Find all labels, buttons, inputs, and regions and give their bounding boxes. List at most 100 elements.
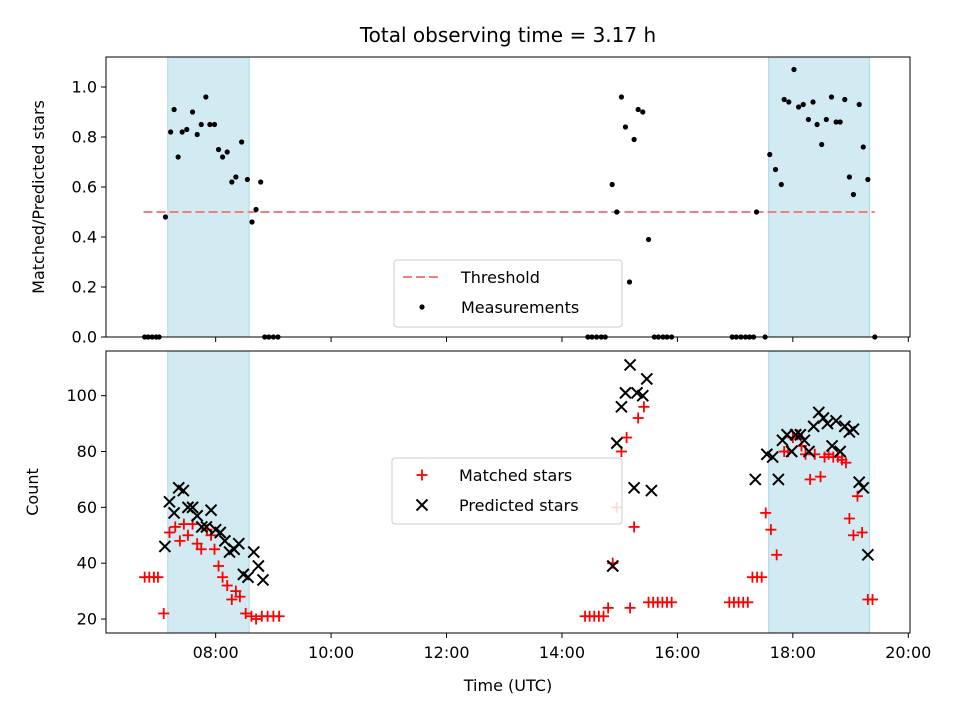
marker-stroke — [772, 473, 785, 486]
matched-star-marker — [250, 613, 262, 625]
predicted-star-marker — [829, 414, 843, 428]
predicted-star-marker — [623, 358, 637, 372]
measurement-point — [796, 104, 802, 110]
marker-stroke — [167, 506, 181, 520]
marker-stroke — [232, 537, 245, 550]
predicted-star-marker — [857, 481, 870, 495]
matched-star-marker — [756, 571, 768, 583]
predicted-star-marker — [415, 498, 429, 512]
y-tick-label: 100 — [66, 386, 97, 405]
marker-stroke — [636, 389, 649, 402]
matched-star-marker — [742, 596, 754, 608]
predicted-star-marker — [158, 540, 172, 553]
measurement-point — [842, 96, 848, 103]
shaded-interval — [167, 56, 250, 338]
matched-star-marker — [765, 524, 777, 536]
measurement-point — [229, 179, 235, 185]
marker-stroke — [798, 434, 811, 447]
y-tick-label: 0.6 — [72, 178, 97, 197]
x-tick-label: 08:00 — [193, 643, 239, 662]
x-tick-label: 16:00 — [654, 643, 700, 662]
y-tick-label: 0.0 — [72, 328, 97, 347]
predicted-star-marker — [794, 428, 807, 441]
marker-stroke — [256, 573, 270, 587]
predicted-star-marker — [606, 559, 619, 573]
predicted-star-marker — [177, 484, 190, 497]
predicted-star-marker — [749, 473, 762, 486]
matched-star-marker — [598, 610, 610, 622]
measurement-point — [233, 174, 239, 180]
measurement-point — [198, 121, 204, 128]
marker-stroke — [847, 422, 860, 436]
measurement-point — [179, 129, 185, 135]
predicted-star-marker — [645, 484, 658, 497]
measurement-point — [865, 176, 871, 183]
bottom-panel: 20 40 60 80 100 08:00 10:00 12:00 14:00 16:00 18:… — [23, 350, 931, 695]
predicted-star-marker — [785, 445, 798, 458]
matched-star-marker — [230, 585, 242, 597]
shaded-interval — [768, 350, 871, 634]
predicted-star-marker — [640, 372, 654, 386]
top-legend: Threshold Measurements — [393, 259, 623, 328]
measurement-point — [850, 191, 857, 198]
bottom-x-axis: 08:00 10:00 12:00 14:00 16:00 18:00 20:00 — [193, 633, 931, 662]
legend-box — [391, 457, 623, 525]
bottom-legend: Matched stars Predicted stars — [391, 457, 623, 525]
measurement-point — [819, 141, 825, 148]
top-panel: 0.0 0.2 0.4 0.6 0.8 1.0 Matched/Predicted sta… — [29, 56, 911, 347]
matched-star-marker — [666, 596, 678, 608]
predicted-star-marker — [167, 506, 181, 520]
predicted-star-marker — [247, 545, 260, 559]
measurement-point — [253, 206, 259, 213]
predicted-star-marker — [861, 548, 875, 562]
predicted-star-marker — [802, 445, 816, 458]
legend-measurements-swatch — [419, 304, 425, 310]
measurement-point — [258, 179, 264, 185]
marker-stroke — [200, 520, 213, 534]
measurement-point — [640, 109, 646, 115]
matched-star-marker — [174, 535, 186, 547]
bottom-y-axis: 20 40 60 80 100 — [66, 386, 106, 629]
legend-measurements-label: Measurements — [461, 298, 579, 317]
predicted-star-marker — [190, 509, 204, 522]
marker-stroke — [794, 428, 807, 441]
y-tick-label: 20 — [77, 610, 97, 629]
matched-star-marker — [213, 560, 225, 572]
predicted-star-marker — [241, 570, 255, 584]
predicted-star-marker — [615, 400, 628, 414]
top-y-axis: 0.0 0.2 0.4 0.6 0.8 1.0 — [72, 78, 106, 347]
measurement-point — [203, 94, 209, 100]
matched-star-marker — [840, 457, 852, 469]
measurement-point — [631, 136, 637, 143]
predicted-star-marker — [256, 573, 270, 587]
measurement-point — [244, 176, 251, 183]
marker-stroke — [789, 428, 802, 441]
x-tick-label: 20:00 — [885, 643, 931, 662]
measurement-point — [215, 146, 222, 153]
predicted-star-marker — [807, 420, 820, 433]
predicted-star-marker — [853, 476, 866, 489]
marker-stroke — [619, 386, 632, 400]
measurement-point — [618, 94, 625, 100]
y-tick-label: 60 — [77, 498, 97, 517]
measurement-point — [609, 181, 615, 188]
legend-predicted-label: Predicted stars — [459, 496, 579, 515]
matched-star-marker — [843, 513, 855, 525]
legend-box — [393, 259, 623, 328]
marker-stroke — [247, 545, 260, 559]
marker-stroke — [825, 439, 839, 453]
marker-stroke — [766, 450, 779, 464]
predicted-star-marker — [825, 439, 839, 453]
x-tick-label: 10:00 — [308, 643, 354, 662]
marker-stroke — [241, 570, 255, 584]
measurement-point — [645, 236, 652, 243]
marker-stroke — [190, 509, 204, 522]
predicted-star-marker — [847, 422, 860, 436]
y-tick-label: 0.4 — [72, 228, 97, 247]
measurement-point — [846, 174, 852, 180]
predicted-star-marker — [789, 428, 802, 441]
matched-star-marker — [760, 507, 772, 519]
bottom-shaded-intervals — [167, 350, 871, 634]
marker-stroke — [186, 501, 199, 514]
